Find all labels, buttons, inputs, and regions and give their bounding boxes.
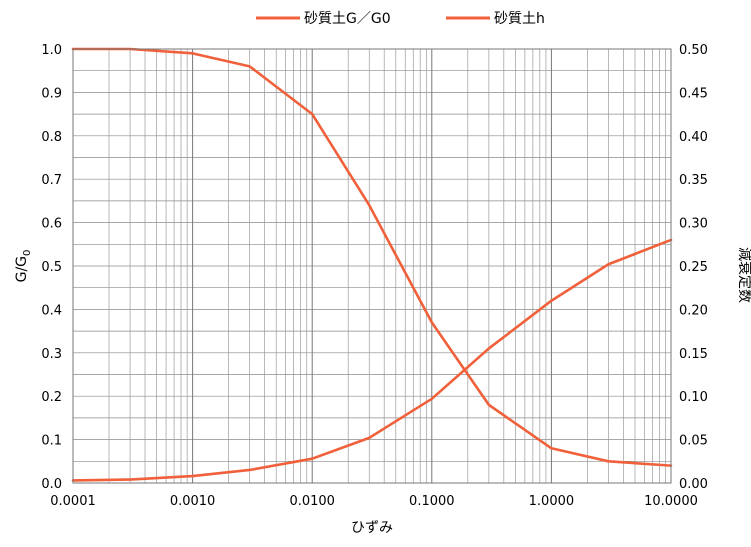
y-right-tick-label: 0.10 xyxy=(679,390,708,405)
y-axis-left-title-subscript: 0 xyxy=(22,250,33,256)
x-tick-label: 1.0000 xyxy=(529,494,575,509)
legend: 砂質土G／G0 砂質土h xyxy=(256,11,545,27)
x-tick-label: 0.1000 xyxy=(409,494,455,509)
y-left-tick-label: 0.9 xyxy=(41,86,62,101)
grid xyxy=(72,48,671,484)
y-right-tick-label: 0.15 xyxy=(679,347,708,362)
y-right-tick-label: 0.35 xyxy=(679,173,708,188)
y-left-tick-label: 0.1 xyxy=(41,434,62,449)
y-axis-left-title: G/G0 xyxy=(14,250,33,283)
y-left-tick-label: 0.8 xyxy=(41,130,62,145)
y-left-tick-label: 0.3 xyxy=(41,347,62,362)
y-axis-left-tick-labels: 0.0 0.1 0.2 0.3 0.4 0.5 0.6 0.7 0.8 0.9 1.0 xyxy=(41,43,62,492)
series-line-gg0 xyxy=(71,47,673,467)
y-axis-right-title: 減衰定数 xyxy=(736,247,751,303)
y-left-tick-label: 0.7 xyxy=(41,173,62,188)
y-right-tick-label: 0.05 xyxy=(679,434,708,449)
plot-frame xyxy=(72,48,672,484)
x-tick-label: 0.0010 xyxy=(170,494,216,509)
x-axis-title: ひずみ xyxy=(351,520,393,536)
x-tick-label: 0.0001 xyxy=(50,494,96,509)
y-left-tick-label: 0.5 xyxy=(41,260,62,275)
legend-label-h: 砂質土h xyxy=(494,11,545,27)
y-right-tick-label: 0.20 xyxy=(679,303,708,318)
y-right-tick-label: 0.45 xyxy=(679,86,708,101)
y-right-tick-label: 0.40 xyxy=(679,130,708,145)
y-left-tick-label: 0.6 xyxy=(41,217,62,232)
y-left-tick-label: 1.0 xyxy=(41,43,62,58)
y-left-tick-label: 0.0 xyxy=(41,477,62,492)
x-tick-label: 0.0100 xyxy=(289,494,335,509)
y-right-tick-label: 0.50 xyxy=(679,43,708,58)
y-axis-right-tick-labels: 0.00 0.05 0.10 0.15 0.20 0.25 0.30 0.35 0.40 0.45… xyxy=(679,43,708,492)
x-tick-label: 10.0000 xyxy=(644,494,698,509)
y-left-tick-label: 0.2 xyxy=(41,390,62,405)
series-line-h xyxy=(71,238,673,482)
y-right-tick-label: 0.25 xyxy=(679,260,708,275)
legend-label-gg0: 砂質土G／G0 xyxy=(304,11,391,27)
y-right-tick-label: 0.30 xyxy=(679,217,708,232)
x-axis-tick-labels: 0.0001 0.0010 0.0100 0.1000 1.0000 10.0000 xyxy=(50,494,698,509)
y-left-tick-label: 0.4 xyxy=(41,303,62,318)
y-axis-left-title-main: G/G xyxy=(14,256,30,282)
y-right-tick-label: 0.00 xyxy=(679,477,708,492)
series-layer xyxy=(71,47,673,482)
